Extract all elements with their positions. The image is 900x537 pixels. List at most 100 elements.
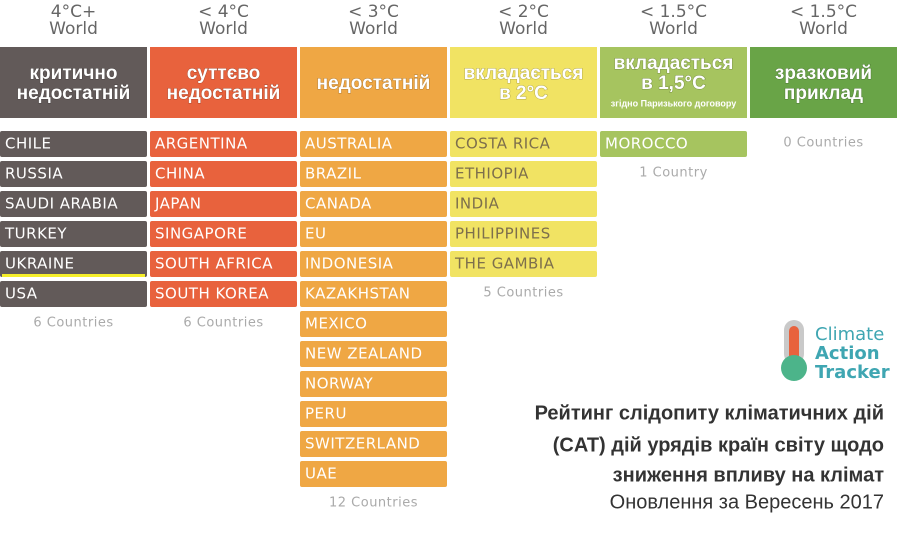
rating-note: згідно Паризького договору: [611, 98, 737, 108]
logo: Climate Action Tracker: [781, 320, 890, 383]
country-row: [600, 131, 747, 157]
country-row: [300, 161, 447, 187]
country: SOUTH AFRICA: [155, 255, 273, 273]
country-count: 1 Country: [639, 166, 708, 181]
country-row: [300, 221, 447, 247]
temperature: < 4°C: [198, 2, 249, 22]
country: KAZAKHSTAN: [305, 285, 411, 303]
country: INDONESIA: [305, 255, 394, 273]
country-count: 5 Countries: [483, 286, 563, 301]
country-row: [300, 191, 447, 217]
world-label: World: [799, 19, 848, 39]
country-row: [450, 161, 597, 187]
country-row: [0, 221, 147, 247]
country: NEW ZEALAND: [305, 345, 423, 363]
country: THE GAMBIA: [454, 255, 555, 273]
country: RUSSIA: [5, 165, 63, 183]
logo-text: Tracker: [815, 362, 890, 383]
country-count: 12 Countries: [329, 496, 418, 511]
country-count: 6 Countries: [183, 316, 263, 331]
rating-box: [0, 47, 147, 118]
country: ETHIOPIA: [455, 165, 529, 183]
country: AUSTRALIA: [305, 135, 393, 153]
thermometer-bulb: [781, 355, 807, 381]
country-row: [300, 311, 447, 337]
rating-label: недостатній: [17, 83, 131, 104]
country: INDIA: [455, 195, 500, 213]
temperature: < 1.5°C: [790, 2, 857, 22]
country: ARGENTINA: [155, 135, 248, 153]
country-row: [150, 191, 297, 217]
country-row: [0, 131, 147, 157]
country-row: [150, 131, 297, 157]
country: SWITZERLAND: [305, 435, 420, 453]
rating-box: [600, 47, 747, 118]
rating-label: приклад: [784, 83, 863, 104]
country-row: [150, 161, 297, 187]
country: TURKEY: [4, 225, 67, 243]
country-row: [150, 281, 297, 307]
country: UKRAINE: [5, 255, 75, 273]
rating-label: в 2°C: [499, 83, 548, 104]
country-row: [0, 281, 147, 307]
world-label: World: [199, 19, 248, 39]
update-line: Оновлення за Вересень 2017: [610, 491, 884, 513]
rating-label: зразковий: [775, 63, 872, 84]
country-row: [450, 251, 597, 277]
country: MEXICO: [305, 315, 367, 333]
country-row: [300, 371, 447, 397]
country-row: [300, 251, 447, 277]
world-label: World: [349, 19, 398, 39]
temperature: < 1.5°C: [640, 2, 707, 22]
country-row: [300, 281, 447, 307]
rating-label: недостатній: [167, 83, 281, 104]
country-row: [300, 401, 447, 427]
rating-label: в 1,5°C: [641, 73, 706, 94]
rating-box: [150, 47, 297, 118]
country: EU: [305, 225, 326, 243]
country-count: 0 Countries: [783, 136, 863, 151]
country: USA: [5, 285, 38, 303]
temperature: 4°C+: [51, 2, 96, 22]
temperature: < 3°C: [348, 2, 399, 22]
country-row: [450, 191, 597, 217]
country: UAE: [305, 465, 337, 483]
country-row: [300, 461, 447, 487]
title-line: (CAT) дій урядів країн світу щодо: [553, 434, 884, 456]
country: BRAZIL: [305, 165, 362, 183]
country: CANADA: [305, 195, 372, 213]
world-label: World: [49, 19, 98, 39]
country: SOUTH KOREA: [155, 285, 269, 303]
country: NORWAY: [305, 375, 373, 393]
country-row: [300, 341, 447, 367]
country: JAPAN: [154, 195, 202, 213]
country-row: [0, 251, 147, 277]
thermometer-fill: [789, 326, 799, 362]
rating-box: [450, 47, 597, 118]
rating-box: [750, 47, 897, 118]
rating-box: [300, 47, 447, 118]
rating-label: критично: [30, 63, 118, 84]
country-row: [300, 131, 447, 157]
country-row: [0, 161, 147, 187]
temperature: < 2°C: [498, 2, 549, 22]
title-line: Рейтинг слідопиту кліматичних дій: [535, 402, 884, 424]
logo-text: Climate: [815, 324, 884, 345]
country: COSTA RICA: [455, 135, 551, 153]
world-label: World: [499, 19, 548, 39]
title-line: зниження впливу на клімат: [613, 464, 885, 486]
highlight: [2, 274, 145, 277]
country: SAUDI ARABIA: [5, 195, 118, 213]
logo-text: Action: [815, 343, 880, 364]
rating-label: суттєво: [187, 63, 261, 84]
world-label: World: [649, 19, 698, 39]
country: PERU: [305, 405, 347, 423]
rating-label: недостатній: [317, 73, 431, 94]
country: MOROCCO: [605, 135, 688, 153]
country-row: [150, 251, 297, 277]
country-row: [150, 221, 297, 247]
country-row: [450, 131, 597, 157]
country-row: [300, 431, 447, 457]
country: SINGAPORE: [155, 225, 247, 243]
